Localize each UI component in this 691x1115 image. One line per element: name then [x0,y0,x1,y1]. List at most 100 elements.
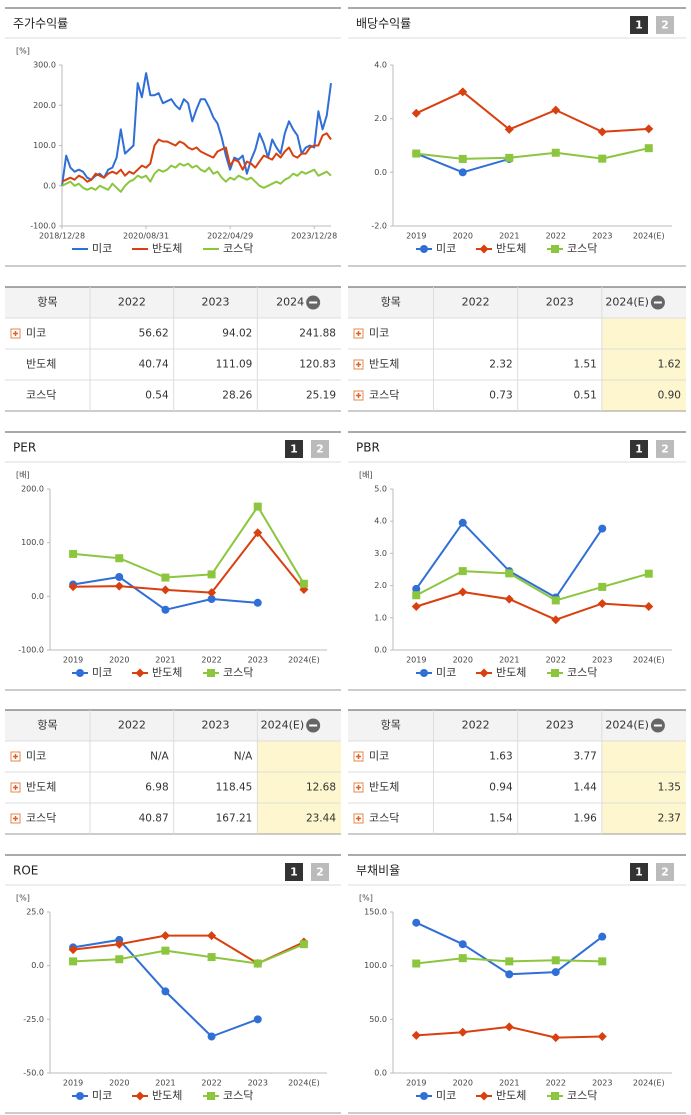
legend-label: 코스닥 [223,242,253,255]
x-tick-label: 2023 [592,1079,612,1088]
data-point [644,124,654,134]
data-point [253,598,262,607]
x-tick-label: 2023 [592,656,612,665]
row-label: 반도체 [369,781,399,794]
series-line [416,147,650,160]
row-label: 미코 [26,750,46,763]
data-point [504,124,514,134]
data-point [597,599,607,609]
y-tick-label: 25.0 [26,908,44,917]
data-point [458,518,467,527]
expand-plus[interactable] [356,785,361,790]
expand-plus[interactable] [356,816,361,821]
data-point [299,579,308,588]
cell-value: 0.90 [658,390,681,402]
y-tick-label: 4.0 [374,517,387,526]
expand-plus[interactable] [13,816,18,821]
data-point [207,588,217,598]
series-line [416,591,649,621]
tab-label[interactable]: 1 [290,443,298,456]
data-point [253,959,262,968]
legend-marker [207,669,215,677]
data-point [412,591,421,600]
row-label: 코스닥 [26,812,56,825]
x-tick-label: 2022 [546,232,566,241]
legend-marker [135,668,145,678]
expand-plus[interactable] [356,393,361,398]
data-point [411,108,421,118]
data-point [412,149,421,158]
tab-button[interactable] [656,440,674,458]
unit-label: [배] [359,471,373,480]
y-tick-label: 0.0 [43,181,56,190]
tab-label[interactable]: 2 [316,866,324,879]
y-tick-label: -100.0 [30,222,56,231]
tab-button[interactable] [311,863,329,881]
y-tick-label: 5.0 [374,485,387,494]
legend-label: 코스닥 [567,666,597,679]
cell-value: 23.44 [306,813,336,825]
data-point [644,602,654,612]
data-point [504,1022,514,1032]
tab-button[interactable] [630,440,648,458]
cell-value: N/A [234,751,253,763]
expand-plus[interactable] [356,754,361,759]
expand-plus[interactable] [356,331,361,336]
y-tick-label: 100.0 [33,141,56,150]
row-label: 코스닥 [369,812,399,825]
tab-button[interactable] [311,440,329,458]
expand-plus[interactable] [13,785,18,790]
cell-value: 0.54 [145,390,169,402]
tab-button[interactable] [656,16,674,34]
y-tick-label: -50.0 [23,1069,44,1078]
data-point [69,549,78,558]
column-header: 항목 [37,719,57,732]
cell-value: 1.96 [573,813,597,825]
tab-button[interactable] [285,440,303,458]
tab-button[interactable] [285,863,303,881]
data-point [458,587,468,597]
chart-title: 배당수익률 [356,17,411,31]
series-line [73,531,305,594]
data-point [253,528,263,538]
expand-plus[interactable] [13,754,18,759]
tab-label[interactable]: 1 [635,19,643,32]
legend-label: 미코 [436,666,456,679]
data-point [114,581,124,591]
x-tick-label: 2019 [63,1079,83,1088]
x-tick-label: 2020/08/31 [123,232,169,241]
data-point [207,1032,216,1041]
data-point [161,946,170,955]
chart-title: 주가수익률 [13,17,68,31]
expand-plus[interactable] [356,362,361,367]
unit-label: [%] [16,894,30,903]
tab-label[interactable]: 1 [290,866,298,879]
tab-label[interactable]: 2 [661,443,669,456]
data-point [597,127,607,137]
y-tick-label: 0.0 [374,646,387,655]
data-point [253,1015,262,1024]
unit-label: [%] [16,47,30,56]
y-tick-label: -2.0 [371,222,387,231]
tab-label[interactable]: 2 [661,866,669,879]
tab-label[interactable]: 2 [316,443,324,456]
data-point [598,932,607,941]
tab-button[interactable] [630,16,648,34]
data-point [505,153,514,162]
tab-label[interactable]: 1 [635,443,643,456]
tab-button[interactable] [656,863,674,881]
tab-button[interactable] [630,863,648,881]
legend-label: 미코 [92,666,112,679]
cell-value: 3.77 [573,751,596,763]
y-tick-label: -100.0 [18,646,44,655]
y-tick-label: 1.0 [374,613,387,622]
column-header: 2024 [276,296,304,309]
cell-value: 1.63 [489,751,512,763]
expand-plus[interactable] [13,331,18,336]
y-tick-label: 150.0 [364,908,387,917]
data-point [505,970,514,979]
tab-label[interactable]: 1 [635,866,643,879]
table-header-bg [348,287,686,318]
y-tick-label: 200.0 [33,101,56,110]
tab-label[interactable]: 2 [661,19,669,32]
